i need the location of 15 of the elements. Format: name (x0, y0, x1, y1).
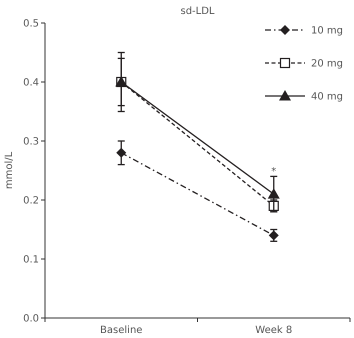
point (116, 148, 126, 158)
legend-label: 20 mg (311, 58, 343, 70)
y-tick-label: 0.0 (23, 314, 39, 324)
x-tick-label: Week 8 (255, 325, 292, 336)
y-tick-label: 0.1 (23, 254, 39, 266)
annotation: * (271, 166, 276, 178)
y-tick-label: 0.4 (23, 78, 39, 88)
y-tick-label: 0.5 (23, 18, 39, 30)
y-axis-title: mmol/L (4, 151, 15, 190)
x-tick-label: Baseline (100, 325, 142, 336)
legend-label: 10 mg (311, 26, 343, 36)
chart-title: sd-LDL (180, 6, 215, 17)
legend-label: 40 mg (311, 92, 343, 102)
y-tick-label: 0.2 (23, 196, 39, 206)
y-tick-label: 0.3 (23, 136, 39, 148)
